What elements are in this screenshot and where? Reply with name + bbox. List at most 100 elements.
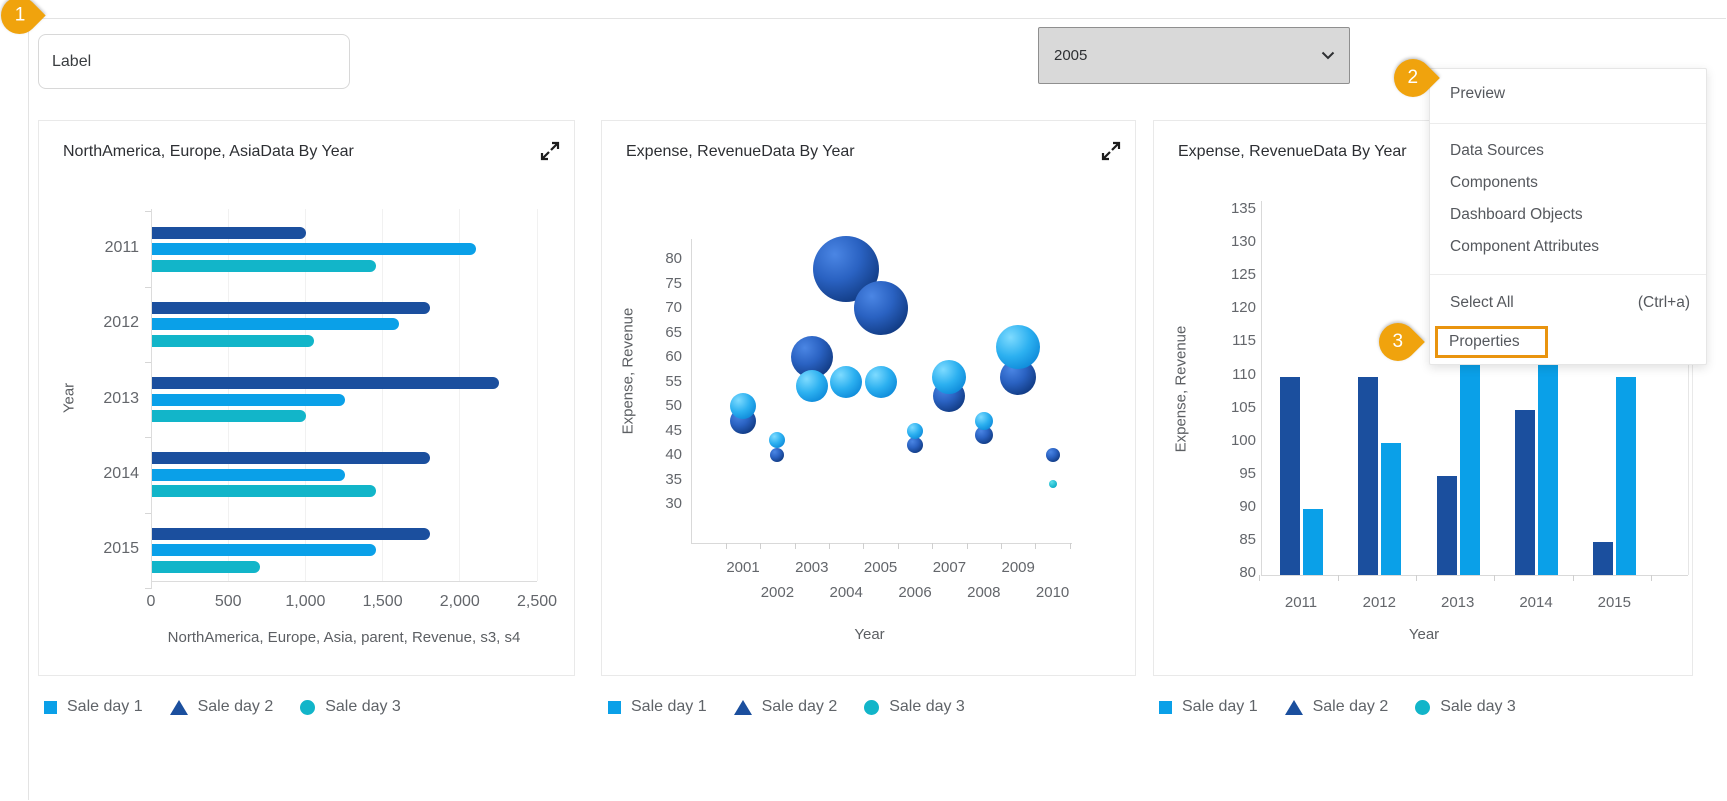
- axis-tick: [1494, 575, 1496, 581]
- chart-title: Expense, RevenueData By Year: [626, 143, 855, 160]
- x-tick-label: 2,000: [439, 593, 480, 610]
- y-tick-label: 40: [665, 446, 682, 463]
- square-marker-icon: [1159, 700, 1172, 714]
- legend-label: Sale day 3: [889, 698, 965, 715]
- label-input[interactable]: [38, 34, 350, 89]
- legend-label: Sale day 3: [1440, 698, 1516, 715]
- bubble: [1048, 480, 1057, 489]
- bar: [1515, 409, 1535, 575]
- year-select-dropdown[interactable]: 2005: [1038, 27, 1350, 84]
- x-axis-title: NorthAmerica, Europe, Asia, parent, Reve…: [167, 629, 521, 646]
- chart-card-bubble: Expense, RevenueData By Year 80 75 70 65 60 5…: [601, 120, 1136, 676]
- y-axis-title: Year: [60, 382, 78, 414]
- axis-tick: [897, 543, 899, 549]
- x-tick-label: 2008: [967, 584, 1001, 601]
- y-tick-label: 130: [1230, 233, 1256, 251]
- step-badge-2-number: 2: [1407, 67, 1419, 89]
- y-tick-label: 30: [665, 495, 682, 512]
- year-select-value: 2005: [1054, 47, 1088, 64]
- x-tick-label: 2009: [1001, 559, 1035, 576]
- y-tick-label: 65: [665, 323, 682, 341]
- properties-label: Properties: [1449, 333, 1520, 350]
- y-tick-label: 45: [665, 421, 682, 439]
- x-tick-label: 1,500: [362, 593, 403, 610]
- bar: [1616, 376, 1637, 575]
- bubble: [770, 448, 785, 462]
- bubble: [795, 370, 828, 403]
- y-tick-label: 85: [1239, 530, 1256, 548]
- x-axis-title: Year: [854, 626, 885, 643]
- legend-item[interactable]: Sale day 1: [44, 698, 143, 716]
- triangle-marker-icon: [169, 699, 188, 715]
- legend-item[interactable]: Sale day 2: [169, 698, 274, 716]
- legend-item[interactable]: Sale day 2: [733, 698, 838, 716]
- y-tick-label: 80: [665, 250, 682, 267]
- x-tick-label: 2014: [1519, 594, 1553, 611]
- legend-label: Sale day 2: [761, 698, 838, 715]
- bubble: [974, 426, 993, 445]
- axis-tick: [1035, 543, 1037, 549]
- legend-label: Sale day 1: [631, 698, 707, 715]
- triangle-marker-icon: [733, 699, 752, 715]
- y-axis-line: [691, 239, 692, 543]
- legend-label: Sale day 1: [1182, 698, 1258, 715]
- axis-tick: [145, 437, 151, 439]
- bar: [152, 334, 315, 347]
- legend-item[interactable]: Sale day 1: [608, 698, 707, 716]
- axis-tick: [145, 211, 151, 213]
- chart-legend: Sale day 1 Sale day 2 Sale day 3: [608, 697, 965, 717]
- menu-item-preview[interactable]: Preview: [1450, 85, 1506, 102]
- y-tick-label: 2011: [104, 239, 139, 256]
- expand-icon[interactable]: [1099, 139, 1123, 163]
- bubble: [730, 393, 756, 419]
- axis-tick: [145, 286, 151, 288]
- x-tick-label: 2004: [829, 584, 863, 601]
- y-tick-label: 125: [1230, 266, 1256, 284]
- menu-item-components[interactable]: Components: [1450, 174, 1538, 191]
- axis-tick: [145, 512, 151, 514]
- menu-item-properties[interactable]: Properties: [1435, 326, 1548, 358]
- bar: [152, 468, 345, 481]
- bubble: [907, 422, 923, 439]
- bubble: [907, 437, 923, 454]
- x-tick-label: 500: [214, 593, 242, 610]
- y-tick-label: 80: [1239, 563, 1256, 581]
- expand-icon[interactable]: [538, 139, 562, 163]
- y-axis-line: [1261, 201, 1262, 575]
- chart-title: Expense, RevenueData By Year: [1178, 143, 1407, 160]
- y-tick-label: 90: [1239, 497, 1256, 515]
- gridline: [382, 209, 384, 581]
- legend-item[interactable]: Sale day 3: [864, 698, 965, 716]
- menu-item-data-sources[interactable]: Data Sources: [1450, 142, 1544, 159]
- x-tick-label: 2015: [1597, 594, 1631, 611]
- bar: [152, 560, 261, 573]
- legend-label: Sale day 2: [197, 698, 274, 715]
- bar: [1459, 343, 1480, 575]
- step-badge-3-number: 3: [1392, 331, 1404, 353]
- axis-tick: [863, 543, 865, 549]
- chart-plot-area: 135 130 125 120 115 110 105 100 95 90 85 80 2011 2012…: [1154, 121, 1692, 675]
- chart-plot-area: 2011 2012 2013 2014 2015 0 500 1,000 1,500 2,000 2…: [39, 121, 574, 675]
- menu-item-dashboard-objects[interactable]: Dashboard Objects: [1450, 206, 1583, 223]
- canvas-frame: [28, 18, 1726, 800]
- y-tick-label: 100: [1230, 431, 1256, 449]
- legend-item[interactable]: Sale day 2: [1284, 698, 1389, 716]
- legend-item[interactable]: Sale day 1: [1159, 698, 1258, 716]
- bar: [1280, 376, 1300, 575]
- legend-label: Sale day 2: [1312, 698, 1389, 715]
- axis-tick: [1572, 575, 1574, 581]
- legend-item[interactable]: Sale day 3: [1415, 698, 1516, 716]
- menu-item-select-all[interactable]: Select All: [1450, 294, 1514, 311]
- axis-tick: [794, 543, 796, 549]
- y-tick-label: 115: [1232, 332, 1256, 350]
- legend-label: Sale day 1: [67, 698, 143, 715]
- bar: [1593, 541, 1614, 575]
- bar: [152, 226, 307, 239]
- menu-item-component-attributes[interactable]: Component Attributes: [1450, 238, 1600, 255]
- bar: [152, 318, 400, 331]
- y-tick-label: 120: [1230, 299, 1256, 317]
- x-tick-label: 2003: [795, 559, 829, 576]
- axis-tick: [760, 543, 762, 549]
- square-marker-icon: [608, 700, 621, 714]
- legend-item[interactable]: Sale day 3: [300, 698, 401, 716]
